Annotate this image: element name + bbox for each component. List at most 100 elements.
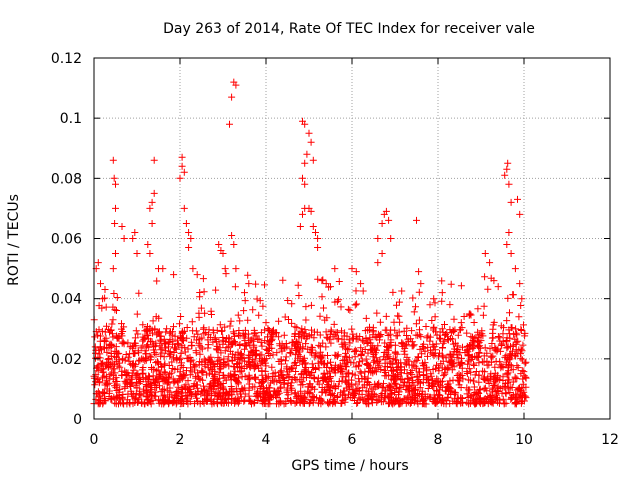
data-point [486,259,494,267]
data-point [512,325,520,333]
data-point [446,359,454,367]
data-point [521,392,529,400]
data-point [449,397,457,405]
data-point [419,359,426,367]
data-point [351,390,359,398]
data-point [499,330,507,338]
data-point [155,314,163,322]
data-point [181,348,189,356]
data-point [129,350,137,357]
data-point [513,331,521,339]
data-point [364,374,372,382]
data-point [339,397,347,405]
data-point [517,398,525,406]
data-point [244,316,252,324]
data-point [282,357,289,365]
data-point [138,370,146,378]
data-point [112,180,119,188]
data-point [376,318,384,326]
data-point [494,283,502,291]
data-point [219,340,227,348]
data-point [483,357,491,365]
data-point [463,368,471,376]
data-point [262,345,270,353]
data-point [292,368,300,375]
data-point [166,370,174,378]
data-point [176,320,183,328]
data-point [392,385,400,392]
data-point [112,343,120,351]
data-point [489,399,497,407]
data-point [490,381,498,389]
data-point [147,356,154,364]
data-point [492,387,500,395]
data-point [132,327,140,335]
data-point [515,313,523,321]
data-point [232,385,240,393]
data-point [371,357,379,365]
data-point [107,340,115,348]
data-point [139,333,147,341]
data-point [497,364,505,372]
data-point [401,359,409,367]
data-point [490,318,498,326]
data-point [497,322,505,330]
data-point [311,385,319,393]
data-points [90,78,530,408]
data-point [112,384,120,392]
data-point [245,373,253,381]
data-point [400,327,408,335]
data-point [343,358,351,366]
data-point [508,393,515,401]
data-point [365,361,373,369]
data-point [133,250,141,257]
data-point [494,333,502,340]
data-point [506,309,513,317]
data-point [196,400,204,408]
data-point [233,397,241,405]
data-point [319,339,327,347]
data-point [408,366,416,374]
data-point [446,350,454,358]
data-point [262,374,270,382]
data-point [455,377,463,385]
data-point [348,265,356,273]
data-point [198,367,206,375]
data-point [229,328,237,336]
data-point [345,390,352,398]
data-point [318,277,326,285]
data-point [325,398,333,406]
data-point [409,294,417,302]
data-point [465,342,473,349]
data-point [521,332,529,340]
data-point [134,398,141,406]
data-point [318,388,326,396]
x-tick-label: 6 [348,432,357,448]
data-point [448,387,456,395]
data-point [220,399,228,407]
data-point [511,265,519,273]
data-point [271,369,279,377]
data-point [346,393,354,401]
data-point [465,386,472,394]
x-tick-label: 10 [515,432,533,448]
data-point [153,384,161,391]
data-point [255,364,263,372]
data-point [190,382,198,390]
data-point [111,220,119,227]
data-point [163,325,171,333]
data-point [148,338,156,346]
data-point [393,332,401,340]
data-point [288,345,296,353]
data-point [236,353,244,361]
data-point [475,349,483,356]
data-point [259,396,267,404]
data-point [110,393,118,401]
data-point [239,386,247,394]
data-point [450,315,458,323]
data-point [201,387,209,395]
data-point [509,378,517,386]
data-point [475,339,483,347]
data-point [439,353,447,361]
data-point [297,381,305,389]
